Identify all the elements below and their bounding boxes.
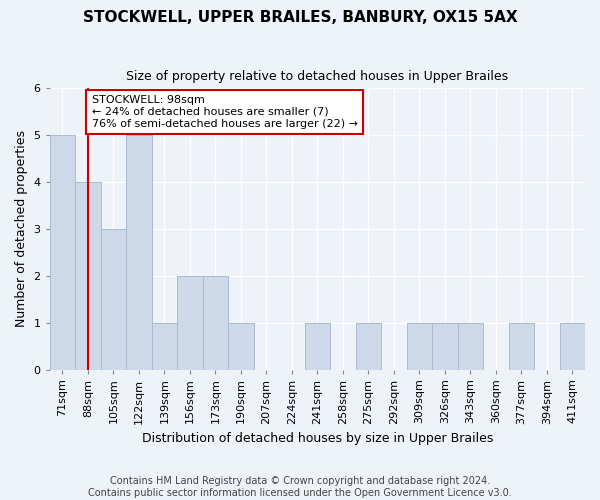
Bar <box>407 322 432 370</box>
Text: Contains HM Land Registry data © Crown copyright and database right 2024.
Contai: Contains HM Land Registry data © Crown c… <box>88 476 512 498</box>
Bar <box>75 182 101 370</box>
Bar <box>101 229 126 370</box>
Y-axis label: Number of detached properties: Number of detached properties <box>15 130 28 328</box>
Bar <box>228 322 254 370</box>
Bar <box>356 322 381 370</box>
Title: Size of property relative to detached houses in Upper Brailes: Size of property relative to detached ho… <box>126 70 508 83</box>
Bar <box>50 135 75 370</box>
Bar <box>560 322 585 370</box>
Bar <box>305 322 330 370</box>
Bar <box>458 322 483 370</box>
Text: STOCKWELL: 98sqm
← 24% of detached houses are smaller (7)
76% of semi-detached h: STOCKWELL: 98sqm ← 24% of detached house… <box>92 96 358 128</box>
X-axis label: Distribution of detached houses by size in Upper Brailes: Distribution of detached houses by size … <box>142 432 493 445</box>
Bar <box>152 322 177 370</box>
Bar <box>432 322 458 370</box>
Bar <box>509 322 534 370</box>
Bar <box>203 276 228 370</box>
Bar <box>177 276 203 370</box>
Text: STOCKWELL, UPPER BRAILES, BANBURY, OX15 5AX: STOCKWELL, UPPER BRAILES, BANBURY, OX15 … <box>83 10 517 25</box>
Bar <box>126 135 152 370</box>
